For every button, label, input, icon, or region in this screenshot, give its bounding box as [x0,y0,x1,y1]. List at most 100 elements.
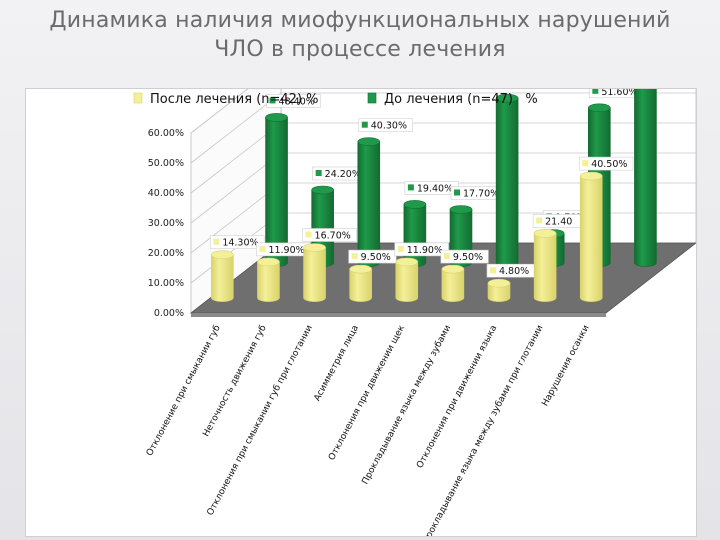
title-line-1: Динамика наличия миофункциональных наруш… [49,8,671,33]
bar-after [211,250,234,302]
y-tick-label: 30.00% [148,218,184,229]
bar-top [403,200,427,209]
data-label-swatch [536,217,543,224]
bar-top [311,185,334,195]
y-tick-label: 0.00% [154,308,184,319]
bar-top [588,103,611,113]
data-label-after: 14.30% [210,235,265,249]
data-label-after: 9.50% [440,249,489,264]
data-label-swatch [397,245,404,252]
bar-body [357,141,381,267]
bar-before [634,89,657,267]
data-label-swatch [351,253,358,260]
data-label-box [210,235,265,249]
data-label: 4.80% [499,266,529,277]
bar-body [487,282,511,302]
data-label-after: 21.40 [532,214,581,228]
bar-top [265,113,288,122]
bar-top [211,250,234,259]
bar-body [349,268,372,302]
bar-after [533,229,557,302]
data-label-before: 40.30% [358,118,413,133]
data-label-after: 9.50% [348,249,397,264]
bar-body [495,97,519,267]
y-tick-label: 40.00% [148,188,184,199]
data-label-box [578,156,634,171]
data-label-box [348,249,397,264]
data-label-swatch [582,160,589,167]
data-label: 48.40% [279,96,315,107]
bar-top [257,257,280,267]
data-label: 17.70% [463,189,499,200]
bar-chart-3d: 0.00% 10.00% 20.00% 30.00% 40.00% 50.00% 60.00… [133,89,696,536]
data-label-after: 11.90% [256,242,311,257]
data-label: 9.50% [453,252,483,263]
floor-edge [191,313,606,317]
data-label: 14.30% [222,238,258,249]
data-label: 40.50% [591,159,627,170]
bar-top [303,243,326,252]
x-tick-label: Прокладывание языка между зубами [361,324,454,487]
legend-swatch-before [367,92,377,104]
data-label-swatch [259,245,266,252]
data-label-box [358,118,413,133]
data-label-after: 4.80% [486,263,535,278]
bar-after [441,264,465,302]
data-label-swatch [213,238,220,245]
data-label: 19.40% [417,183,453,194]
bar-top [495,93,519,103]
plot-area: 0.00% 10.00% 20.00% 30.00% 40.00% 50.00% 60.00… [145,89,696,536]
bar-top [487,278,511,288]
data-label-after: 16.70% [302,228,357,242]
data-label: 40.30% [371,121,407,132]
title-line-2: ЧЛО в процессе лечения [214,37,506,62]
legend: После лечения (n=42) % До лечения (n=47) … [133,92,538,107]
bar-body [403,204,427,267]
bar-before [357,137,381,267]
data-label: 51.60% [601,89,637,98]
bar-after [395,257,419,302]
data-label-swatch [407,184,414,191]
bar-body [441,268,465,302]
x-tick-label: Отклонение при смыкании губ [145,323,223,458]
bar-after [257,257,280,302]
x-tick-label: Асимметрия лица [313,324,361,403]
bar-after [579,171,603,302]
bar-top [357,137,381,147]
bar-top [441,264,465,274]
y-tick-label: 50.00% [148,158,184,169]
legend-label-after: После лечения (n=42) % [150,92,319,107]
bar-top [395,257,419,267]
bar-body [211,254,234,302]
bar-body [303,247,326,302]
bar-top [533,229,557,238]
bar-top [579,171,603,181]
gridline [190,89,249,134]
bar-body [533,233,557,302]
data-label-after: 11.90% [394,242,449,257]
bar-body [395,261,419,302]
x-tick-label: Отклонения при движении языка [415,324,499,470]
data-label-swatch [443,253,450,260]
bar-body [634,89,657,267]
data-label: 11.90% [268,245,304,256]
data-label: 9.50% [361,252,391,263]
data-label-before: 48.40% [266,94,321,108]
legend-label-before: До лечения (n=47) % [384,92,538,107]
data-label-swatch [453,189,460,196]
data-label-swatch [305,231,312,238]
data-label-after: 40.50% [578,156,634,171]
chart-frame: 0.00% 10.00% 20.00% 30.00% 40.00% 50.00% 60.00… [25,88,697,537]
data-label: 11.90% [407,245,443,256]
x-tick-label: Нарушения осанки [540,324,591,409]
legend-swatch-after [133,92,143,104]
data-label-swatch [592,89,599,94]
bar-after [349,264,372,302]
y-tick-label: 60.00% [148,128,184,139]
data-label-before: 24.20% [312,166,367,181]
data-label: 24.20% [325,169,361,180]
x-tick-label: Отклонения при движении щек [327,323,407,462]
data-label-box [302,228,357,242]
data-label: 21.40 [545,216,572,227]
back-wall [280,89,696,244]
